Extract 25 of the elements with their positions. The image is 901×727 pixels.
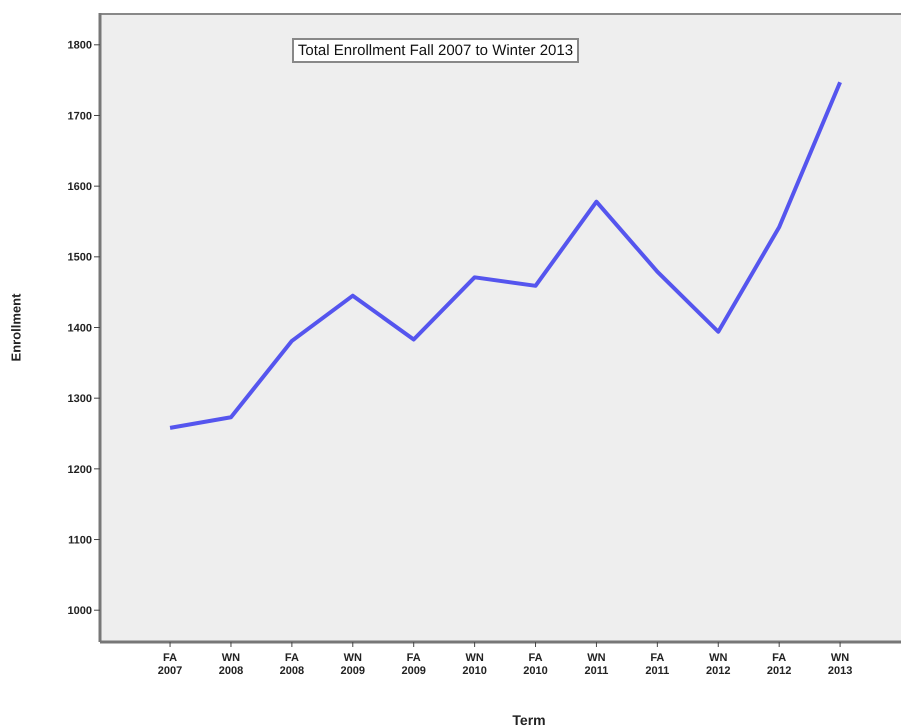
y-tick-label: 1100 (68, 534, 92, 546)
x-tick-label: FA 2011 (645, 652, 670, 677)
x-tick-label: WN 2011 (584, 652, 608, 677)
x-tick-label: FA 2008 (280, 652, 304, 677)
x-tick-label: WN 2010 (462, 652, 487, 677)
y-tick-label: 1400 (68, 322, 92, 334)
text: Total Enrollment Fall 2007 to Winter 2013 (292, 38, 580, 63)
x-tick-label: FA 2012 (766, 652, 792, 677)
line-series (168, 80, 842, 430)
x-tick-label: FA 2010 (523, 652, 548, 677)
y-tick-label: 1200 (68, 464, 92, 476)
x-tick-label: WN 2012 (706, 652, 731, 677)
x-tick-label: FA 2007 (158, 652, 182, 677)
y-tick-label: 1500 (68, 252, 92, 264)
x-tick-label: WN 2013 (828, 652, 852, 677)
y-tick-label: 1000 (68, 605, 92, 618)
y-tick-label: 1700 (68, 110, 92, 122)
x-tick-label: WN 2008 (218, 652, 244, 677)
y-axis-title: Enrollment (8, 292, 24, 362)
y-tick-label: 1300 (68, 393, 92, 406)
y-tick-label: 1800 (68, 40, 92, 52)
x-tick-label: FA 2009 (401, 652, 426, 677)
y-tick-label: 1600 (68, 181, 92, 194)
x-axis-title: Term (512, 712, 546, 727)
x-tick-label: WN 2009 (340, 652, 366, 677)
